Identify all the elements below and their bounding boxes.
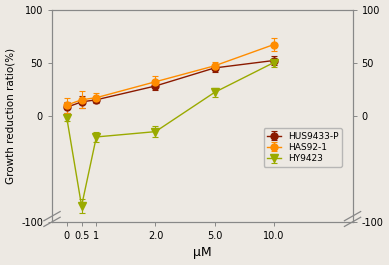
Legend: HUS9433-P, HAS92-1, HY9423: HUS9433-P, HAS92-1, HY9423: [263, 128, 342, 167]
Y-axis label: Growth reduction ratio(%): Growth reduction ratio(%): [5, 48, 16, 184]
X-axis label: μM: μM: [193, 246, 212, 259]
